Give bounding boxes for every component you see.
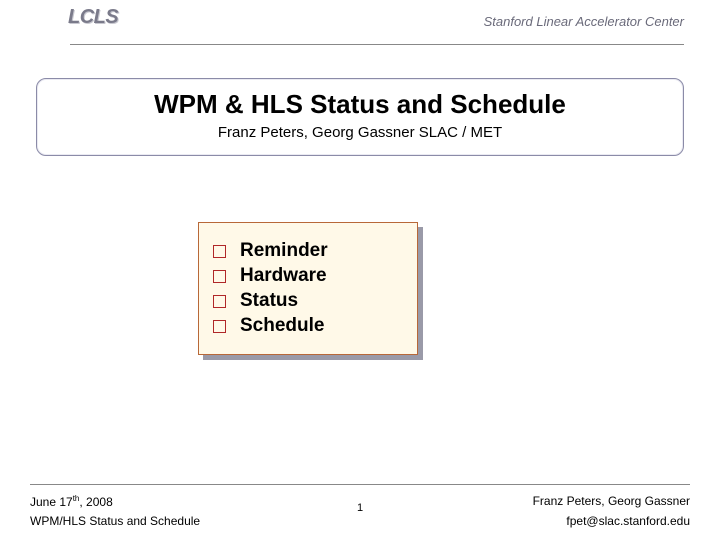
header-divider bbox=[70, 44, 684, 45]
bullet-icon bbox=[213, 320, 226, 333]
date-prefix: June 17 bbox=[30, 495, 73, 509]
page-title: WPM & HLS Status and Schedule bbox=[53, 89, 667, 120]
page-number: 1 bbox=[357, 502, 363, 514]
list-item: Reminder bbox=[213, 240, 409, 262]
footer-date: June 17th, 2008 bbox=[30, 494, 113, 509]
list-item: Status bbox=[213, 290, 409, 312]
footer-subtitle: WPM/HLS Status and Schedule bbox=[30, 514, 200, 528]
list-item: Hardware bbox=[213, 265, 409, 287]
bullet-icon bbox=[213, 245, 226, 258]
page-subtitle: Franz Peters, Georg Gassner SLAC / MET bbox=[53, 124, 667, 141]
topic-label: Status bbox=[240, 290, 298, 312]
logo: LCLS bbox=[68, 6, 118, 29]
date-suffix: , 2008 bbox=[79, 495, 112, 509]
footer: June 17th, 2008 WPM/HLS Status and Sched… bbox=[0, 484, 720, 540]
topic-label: Hardware bbox=[240, 265, 327, 287]
bullet-icon bbox=[213, 295, 226, 308]
topics-box: Reminder Hardware Status Schedule bbox=[198, 222, 418, 355]
logo-text: LCLS bbox=[68, 6, 118, 28]
footer-email: fpet@slac.stanford.edu bbox=[566, 514, 690, 528]
title-block: WPM & HLS Status and Schedule Franz Pete… bbox=[36, 78, 684, 156]
footer-authors: Franz Peters, Georg Gassner bbox=[533, 494, 690, 508]
header-subtitle: Stanford Linear Accelerator Center bbox=[484, 14, 684, 29]
footer-divider bbox=[30, 484, 690, 485]
bullet-icon bbox=[213, 270, 226, 283]
header: LCLS Stanford Linear Accelerator Center bbox=[0, 0, 720, 48]
list-item: Schedule bbox=[213, 315, 409, 337]
topic-label: Schedule bbox=[240, 315, 324, 337]
topic-label: Reminder bbox=[240, 240, 328, 262]
